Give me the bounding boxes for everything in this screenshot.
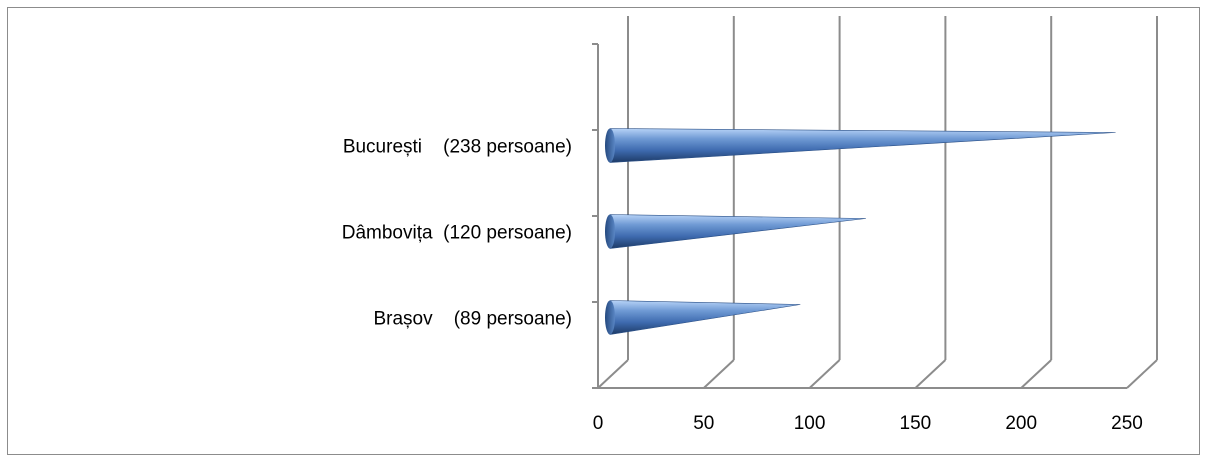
cone-base: [605, 214, 615, 249]
category-label: Dâmbovița (120 persoane): [342, 223, 572, 244]
cone-body: [609, 128, 1116, 163]
floor-line: [808, 359, 841, 389]
x-tick-label: 250: [1111, 413, 1143, 434]
x-tick-label: 0: [593, 413, 604, 434]
x-tick-label: 100: [794, 413, 826, 434]
floor-line: [914, 359, 947, 389]
cone-bar: [605, 214, 866, 249]
x-tick-label: 200: [1005, 413, 1037, 434]
axes: [592, 43, 1127, 389]
cone-base: [605, 300, 615, 335]
floor-line: [1020, 359, 1052, 389]
cone-base: [605, 128, 615, 163]
labels: 0 50 100 150 200 250 Brașov (89 persoane) Dâmbo…: [342, 137, 1143, 435]
chart-frame: [7, 7, 1200, 455]
cones: [605, 128, 1116, 335]
cone-body: [609, 214, 866, 249]
floor-line: [703, 359, 735, 389]
x-tick-label: 150: [900, 413, 932, 434]
category-label: București (238 persoane): [343, 137, 572, 158]
floor-line: [1126, 359, 1158, 389]
gridlines: [597, 16, 1158, 389]
cone-body: [609, 300, 801, 335]
floor-line: [597, 359, 629, 389]
x-tick-label: 50: [693, 413, 714, 434]
category-label: Brașov (89 persoane): [373, 309, 572, 330]
cone-bar: [605, 128, 1116, 163]
cone-bar: [605, 300, 801, 335]
